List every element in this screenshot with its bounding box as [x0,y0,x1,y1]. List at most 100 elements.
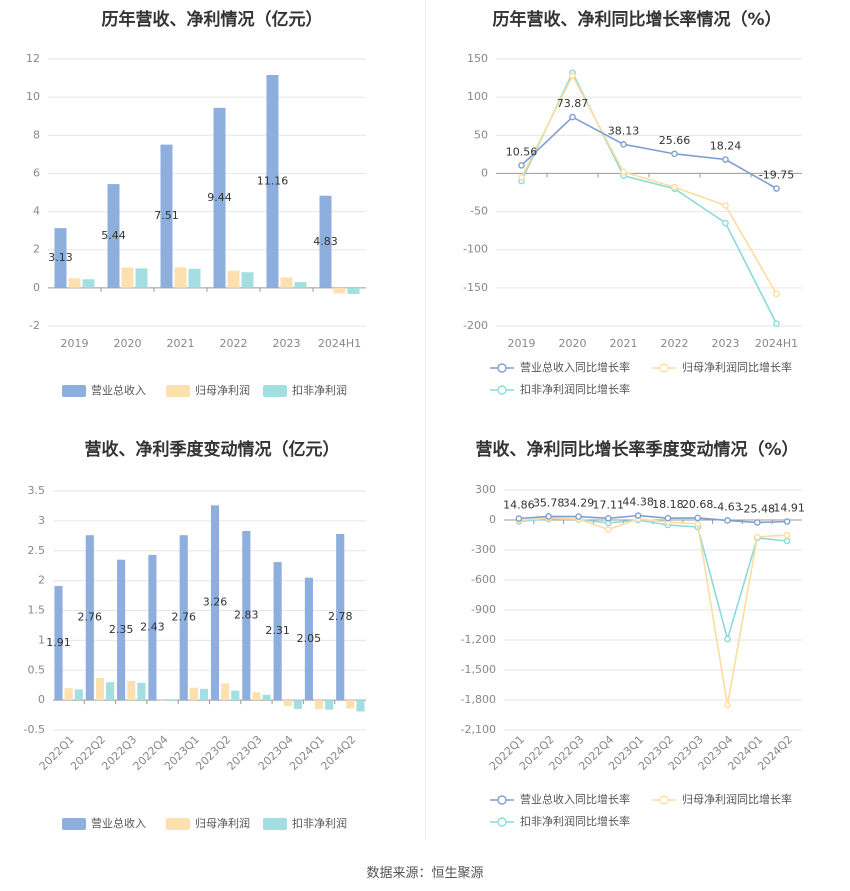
line-point [773,290,780,298]
x-tick-label: 2021 [167,337,195,350]
x-tick-label: 2024H1 [755,337,798,350]
x-tick-label: 2024Q2 [318,733,358,773]
bar-revenue [160,144,173,288]
bar-netprofit [314,700,324,710]
line-point [724,517,731,524]
line-point [694,520,702,528]
bar-data-label: 7.51 [154,209,179,222]
legend-swatch [166,818,190,830]
x-tick-label: 2020 [114,337,142,350]
y-tick-label: 50 [474,128,488,141]
legend-swatch [263,385,287,397]
x-tick-label: 2023 [712,337,740,350]
line-point [569,72,576,80]
panel-annual-amount: 历年营收、净利情况（亿元） -2 0 2 4 6 8 10 12 2019 2020 2021 2022… [0,0,425,430]
line-data-label: 25.66 [659,134,691,147]
y-tick-label: -900 [471,603,496,616]
y-tick-label: -0.5 [24,723,45,736]
bar-netprofit [127,681,136,701]
legend-swatch-marker [497,385,507,395]
bar-data-label: 5.44 [101,229,126,242]
line-point [664,514,672,522]
panel-quarterly-amount: 营收、净利季度变动情况（亿元） -0.5 0 0.5 1 1.5 2 2.5 3 3.5 2022Q… [0,430,425,860]
legend-label: 扣非净利润 [292,383,347,397]
y-tick-label: -300 [471,543,496,556]
line-data-label: 18.18 [652,498,684,511]
line-revenue [518,514,788,524]
y-tick-label: 1 [38,633,45,646]
y-tick-label: -150 [463,281,488,294]
line-point [569,113,576,121]
chart-annual-growth: 历年营收、净利同比增长率情况（%） -200 -150 -100 -50 0 50 100 15… [463,9,802,396]
bar-revenue [266,75,279,288]
y-tick-label: 0.5 [28,663,46,676]
bar-deducted [106,682,115,701]
bar-data-label: 1.91 [46,636,71,649]
legend-swatch [62,818,86,830]
y-tick-label: 0 [489,513,496,526]
bar-deducted [293,700,302,710]
bar-revenue [85,535,94,701]
bar-revenue [107,184,120,288]
bar-data-label: 3.13 [48,251,73,264]
chart-title: 历年营收、净利同比增长率情况（%） [492,9,781,30]
legend-label: 归母净利润 [195,816,250,830]
line-point [545,513,552,520]
legend-label: 归母净利润同比增长率 [682,792,792,806]
bar-revenue [179,535,188,701]
bar-deducted [241,272,254,288]
legend-label: 归母净利润 [195,383,250,397]
y-tick-label: 1.5 [28,604,46,617]
line-data-label: 14.86 [503,499,535,512]
bar-netprofit [68,278,81,288]
y-tick-label: -100 [463,243,488,256]
bar-data-label: 2.31 [265,624,290,637]
bar-deducted [347,287,360,294]
y-tick-label: -2,100 [461,723,496,736]
y-tick-label: 0 [38,693,45,706]
bar-netprofit [189,687,198,701]
line-point [604,514,612,522]
bar-data-label: 2.76 [78,611,103,624]
x-tick-label: 2024H1 [318,337,361,350]
bar-deducted [262,694,271,701]
y-tick-label: -2 [29,319,40,332]
bar-deducted [188,268,201,288]
chart-quarterly-amount: 营收、净利季度变动情况（亿元）-0.500.511.522.533.52022Q… [24,439,366,830]
line-point [620,141,627,148]
y-tick-label: 300 [475,483,496,496]
panel-divider [425,0,426,840]
bar-revenue [336,534,345,701]
chart-quarterly-growth: 营收、净利同比增长率季度变动情况（%） -2,100 -1,800 -1,500 -1,… [461,439,805,828]
line-point [518,173,525,181]
line-data-label: -14.91 [769,501,804,514]
bar-netprofit [227,270,240,288]
line-data-label: 34.29 [563,497,595,510]
bar-deducted [74,689,83,701]
legend-swatch [166,385,190,397]
line-point [518,162,525,169]
y-tick-label: -1,800 [461,693,496,706]
line-data-label: 10.56 [506,145,538,158]
legend-label: 营业总收入 [91,383,146,397]
legend-swatch-marker [497,363,507,373]
legend-swatch [62,385,86,397]
y-tick-label: -1,200 [461,633,496,646]
line-data-label: 44.38 [622,496,654,509]
y-tick-label: -200 [463,319,488,332]
y-tick-label: 2.5 [28,544,46,557]
bar-deducted [231,690,240,701]
x-tick-label: 2019 [61,337,89,350]
line-point [722,202,729,209]
panel-annual-growth: 历年营收、净利同比增长率情况（%） -200 -150 -100 -50 0 50 100 15… [425,0,850,430]
line-point [783,518,791,525]
bar-netprofit [95,678,105,701]
line-point [671,183,678,191]
line-deducted [520,70,778,325]
bar-revenue [213,107,226,288]
bar-deducted [137,682,146,701]
line-point [694,514,702,522]
bar-data-label: 2.35 [109,623,134,636]
line-point [604,526,612,533]
line-data-label: -19.75 [759,168,794,181]
